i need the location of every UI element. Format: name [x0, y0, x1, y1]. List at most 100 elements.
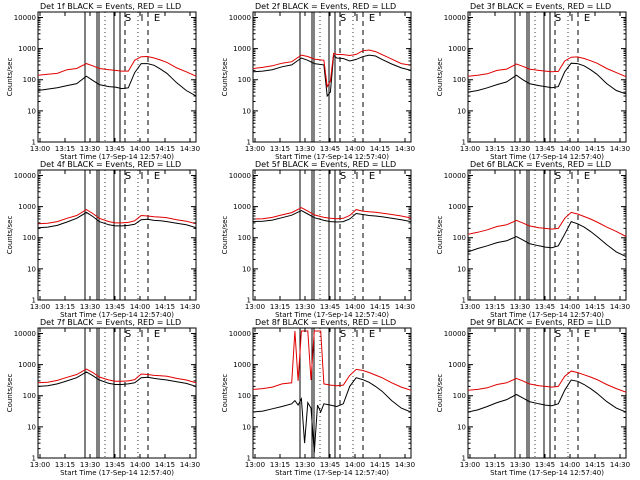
- chart-panel-6: S I E Det 6f BLACK = Events, RED = LLD 13:00…: [436, 160, 630, 319]
- x-tick-label-7: 14:30: [610, 303, 630, 311]
- marker-letter-2: I: [571, 329, 574, 340]
- plot-content: [468, 12, 626, 142]
- y-tick-label-3: 100: [453, 392, 466, 400]
- x-tick-label-5: 14:00: [130, 303, 150, 311]
- plot-frame: [467, 11, 627, 143]
- panel-title: Det 8f BLACK = Events, RED = LLD: [255, 318, 396, 327]
- x-axis-label: Start Time (17-Sep-14 12:57:40): [490, 153, 604, 161]
- series-events-line: [253, 54, 411, 98]
- marker-letter-1: S: [125, 329, 131, 340]
- x-tick-label-6: 14:15: [155, 461, 175, 469]
- marker-letter-2: I: [356, 171, 359, 182]
- x-tick-label-2: 13:15: [270, 145, 290, 153]
- x-tick-label-1: 13:00: [460, 303, 480, 311]
- series-events-line: [253, 377, 411, 453]
- x-axis-label: Start Time (17-Sep-14 12:57:40): [60, 311, 174, 319]
- plot-frame: [467, 169, 627, 301]
- x-tick-label-7: 14:30: [395, 303, 415, 311]
- plot-frame: [252, 169, 412, 301]
- x-tick-label-3: 13:30: [295, 461, 315, 469]
- x-tick-label-4: 13:45: [320, 145, 340, 153]
- x-tick-label-6: 14:15: [370, 303, 390, 311]
- marker-letter-1: S: [125, 13, 131, 24]
- series-events-line: [468, 62, 626, 95]
- y-tick-label-1: 1: [32, 455, 36, 463]
- y-tick-label-4: 1000: [18, 361, 36, 369]
- x-tick-label-2: 13:15: [485, 145, 505, 153]
- x-tick-label-5: 14:00: [560, 303, 580, 311]
- x-tick-label-4: 13:45: [105, 145, 125, 153]
- y-tick-label-1: 1: [247, 297, 251, 305]
- marker-letter-2: I: [571, 171, 574, 182]
- x-axis-label: Start Time (17-Sep-14 12:57:40): [275, 311, 389, 319]
- x-tick-label-7: 14:30: [395, 461, 415, 469]
- y-tick-label-4: 1000: [233, 203, 251, 211]
- plot-frame: [252, 327, 412, 459]
- plot-content: [253, 170, 411, 300]
- marker-letter-1: S: [340, 171, 346, 182]
- chart-panel-4: S I E Det 4f BLACK = Events, RED = LLD 13:00…: [6, 160, 200, 319]
- y-tick-label-1: 1: [32, 139, 36, 147]
- chart-panel-2: S I E Det 2f BLACK = Events, RED = LLD 13:00…: [221, 2, 415, 161]
- x-tick-label-6: 14:15: [585, 145, 605, 153]
- x-tick-label-1: 13:00: [245, 303, 265, 311]
- series-events-line: [468, 220, 626, 257]
- y-tick-label-2: 10: [242, 423, 251, 431]
- x-tick-label-3: 13:30: [80, 461, 100, 469]
- x-tick-label-2: 13:15: [485, 303, 505, 311]
- y-tick-label-2: 10: [457, 423, 466, 431]
- y-tick-label-3: 100: [23, 392, 36, 400]
- y-tick-label-5: 10000: [444, 14, 466, 22]
- plot-content: [38, 170, 196, 300]
- panel-title: Det 5f BLACK = Events, RED = LLD: [255, 160, 396, 169]
- series-lld-line: [38, 209, 196, 225]
- y-tick-label-2: 10: [457, 107, 466, 115]
- series-events-line: [38, 371, 196, 387]
- y-tick-label-4: 1000: [233, 45, 251, 53]
- y-tick-label-4: 1000: [448, 203, 466, 211]
- x-tick-label-3: 13:30: [80, 303, 100, 311]
- panel-title: Det 2f BLACK = Events, RED = LLD: [255, 2, 396, 11]
- x-axis-label: Start Time (17-Sep-14 12:57:40): [490, 311, 604, 319]
- x-tick-label-6: 14:15: [585, 461, 605, 469]
- plot-content: [253, 328, 411, 458]
- x-tick-label-2: 13:15: [270, 461, 290, 469]
- marker-letter-1: S: [555, 171, 561, 182]
- x-tick-label-7: 14:30: [610, 145, 630, 153]
- y-tick-label-1: 1: [247, 139, 251, 147]
- y-tick-label-1: 1: [32, 297, 36, 305]
- plot-frame: [37, 11, 197, 143]
- x-tick-label-1: 13:00: [460, 145, 480, 153]
- plot-content: [468, 328, 626, 458]
- plot-content: [468, 170, 626, 300]
- x-tick-label-5: 14:00: [560, 461, 580, 469]
- x-tick-label-4: 13:45: [535, 303, 555, 311]
- x-tick-label-4: 13:45: [320, 461, 340, 469]
- x-tick-label-2: 13:15: [270, 303, 290, 311]
- series-lld-line: [38, 55, 196, 77]
- series-events-line: [253, 209, 411, 223]
- x-tick-label-2: 13:15: [55, 461, 75, 469]
- y-tick-label-5: 10000: [444, 330, 466, 338]
- marker-letter-3: E: [369, 13, 375, 24]
- marker-letter-2: I: [141, 13, 144, 24]
- y-tick-label-3: 100: [238, 392, 251, 400]
- x-tick-label-5: 14:00: [345, 145, 365, 153]
- plot-frame: [37, 169, 197, 301]
- marker-letter-2: I: [141, 171, 144, 182]
- x-tick-label-3: 13:30: [510, 461, 530, 469]
- x-tick-label-2: 13:15: [55, 303, 75, 311]
- marker-letter-3: E: [584, 171, 590, 182]
- x-tick-label-1: 13:00: [245, 145, 265, 153]
- x-tick-label-7: 14:30: [180, 303, 200, 311]
- series-lld-line: [468, 56, 626, 78]
- y-tick-label-5: 10000: [14, 14, 36, 22]
- marker-letter-1: S: [125, 171, 131, 182]
- plot-frame: [252, 11, 412, 143]
- y-tick-label-2: 10: [242, 107, 251, 115]
- plot-content: [253, 12, 411, 142]
- marker-letter-3: E: [584, 13, 590, 24]
- marker-letter-3: E: [369, 171, 375, 182]
- marker-letter-3: E: [154, 329, 160, 340]
